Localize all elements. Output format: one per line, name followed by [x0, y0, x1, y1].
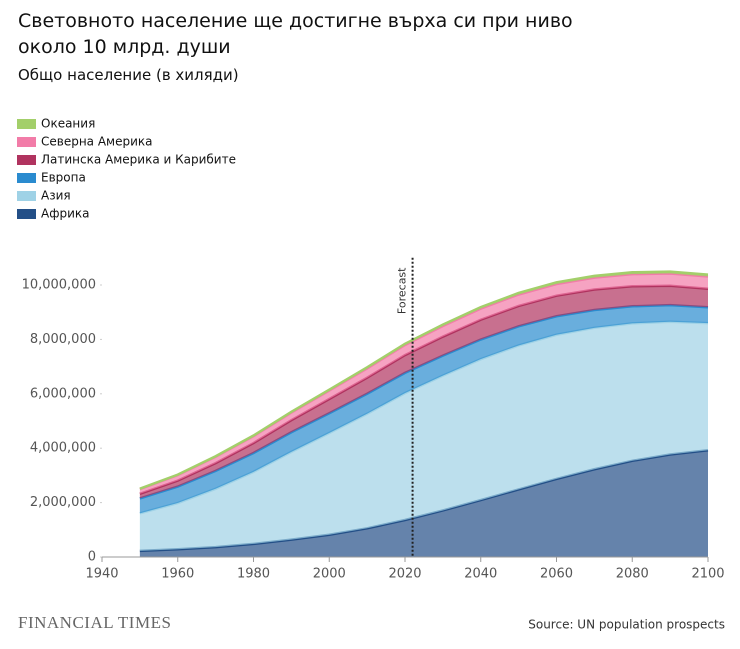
- legend-label: Океания: [41, 117, 95, 131]
- chart-subtitle: Общо население (в хиляди): [18, 66, 239, 84]
- legend-label: Африка: [41, 207, 90, 221]
- x-tick-label: 1960: [161, 567, 194, 582]
- x-tick-label: 1940: [85, 567, 118, 582]
- x-tick-label: 2060: [540, 567, 573, 582]
- x-tick-label: 2100: [691, 567, 724, 582]
- legend-label: Латинска Америка и Карибите: [41, 153, 236, 167]
- legend-swatch: [17, 137, 36, 147]
- legend-label: Европа: [41, 171, 86, 185]
- area: [139, 321, 708, 551]
- forecast-label: Forecast: [396, 267, 409, 314]
- legend-swatch: [17, 191, 36, 201]
- brand: FINANCIAL TIMES: [18, 613, 171, 632]
- x-tick-label: 2040: [464, 567, 497, 582]
- y-tick-label: 4,000,000: [30, 441, 96, 456]
- x-tick-label: 2080: [616, 567, 649, 582]
- legend-swatch: [17, 155, 36, 165]
- area: [139, 305, 708, 514]
- legend-swatch: [17, 173, 36, 183]
- legend-swatch: [17, 119, 36, 129]
- area: [139, 273, 708, 494]
- x-tick-label: 2020: [388, 567, 421, 582]
- y-tick-label: 0: [88, 550, 96, 565]
- area-edge: [139, 270, 709, 490]
- source: Source: UN population prospects: [528, 618, 725, 632]
- legend-label: Северна Америка: [41, 135, 153, 149]
- area: [139, 285, 708, 499]
- legend-label: Азия: [41, 189, 71, 203]
- legend-swatch: [17, 209, 36, 219]
- y-tick-label: 6,000,000: [30, 386, 96, 401]
- y-tick-label: 2,000,000: [30, 495, 96, 510]
- y-tick-label: 10,000,000: [22, 278, 96, 293]
- x-tick-label: 2000: [313, 567, 346, 582]
- x-tick-label: 1980: [237, 567, 270, 582]
- y-tick-label: 8,000,000: [30, 332, 96, 347]
- chart-title: Световното население ще достигне върха с…: [18, 10, 573, 58]
